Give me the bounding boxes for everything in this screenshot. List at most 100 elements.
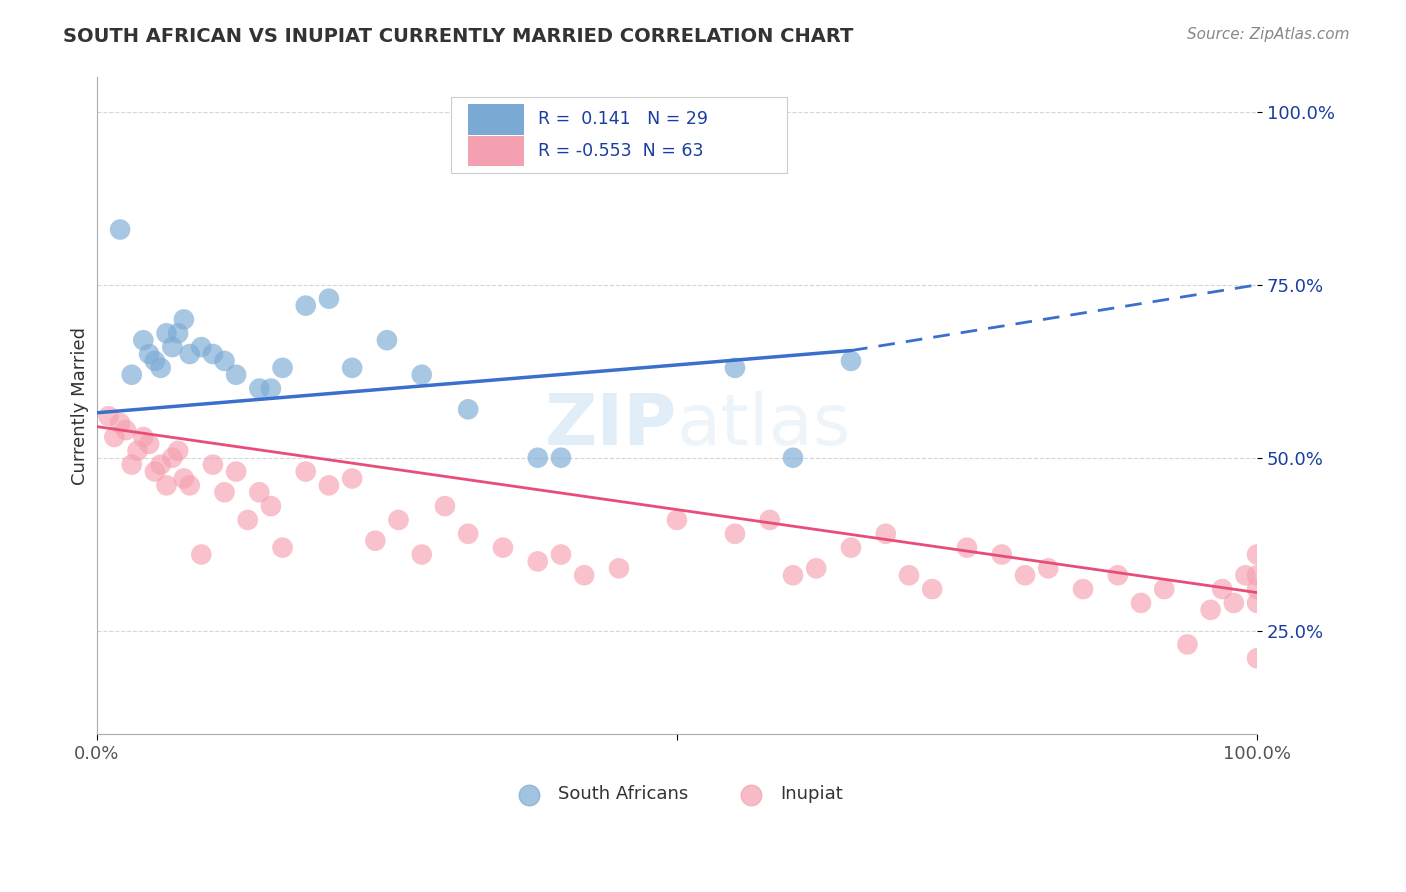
FancyBboxPatch shape: [468, 104, 524, 135]
Point: [294, 299, 316, 313]
Point: [318, 478, 340, 492]
Point: [572, 568, 595, 582]
Text: atlas: atlas: [676, 391, 852, 460]
Point: [839, 541, 862, 555]
Point: [225, 465, 247, 479]
Point: [806, 561, 828, 575]
Point: [387, 513, 409, 527]
Point: [1246, 568, 1268, 582]
Point: [108, 222, 131, 236]
Point: [839, 354, 862, 368]
Point: [103, 430, 125, 444]
Point: [340, 471, 363, 485]
Point: [201, 347, 224, 361]
Point: [149, 360, 172, 375]
Point: [149, 458, 172, 472]
Point: [1014, 568, 1036, 582]
Text: R =  0.141   N = 29: R = 0.141 N = 29: [537, 111, 707, 128]
Point: [1071, 582, 1094, 596]
Point: [294, 465, 316, 479]
Point: [108, 416, 131, 430]
Point: [375, 333, 398, 347]
Point: [1130, 596, 1153, 610]
Y-axis label: Currently Married: Currently Married: [72, 326, 89, 485]
Point: [340, 360, 363, 375]
Point: [1223, 596, 1246, 610]
Point: [201, 458, 224, 472]
Point: [550, 548, 572, 562]
Point: [1199, 603, 1222, 617]
Point: [607, 561, 630, 575]
Point: [991, 548, 1014, 562]
Point: [411, 368, 433, 382]
Point: [526, 450, 548, 465]
Point: [121, 458, 143, 472]
FancyBboxPatch shape: [451, 97, 787, 173]
Point: [457, 402, 479, 417]
Point: [433, 499, 456, 513]
Point: [782, 568, 804, 582]
Point: [173, 312, 195, 326]
Point: [921, 582, 943, 596]
Point: [260, 382, 283, 396]
Point: [1038, 561, 1060, 575]
Point: [225, 368, 247, 382]
Point: [132, 333, 155, 347]
Point: [364, 533, 387, 548]
Text: ZIP: ZIP: [544, 391, 676, 460]
Point: [214, 485, 236, 500]
Legend: South Africans, Inupiat: South Africans, Inupiat: [503, 778, 851, 811]
Point: [271, 541, 294, 555]
Point: [155, 478, 177, 492]
Point: [167, 443, 190, 458]
Point: [97, 409, 120, 424]
Point: [782, 450, 804, 465]
Point: [1234, 568, 1257, 582]
Point: [173, 471, 195, 485]
Point: [411, 548, 433, 562]
Point: [956, 541, 979, 555]
Point: [875, 526, 897, 541]
Point: [162, 450, 184, 465]
Point: [898, 568, 921, 582]
Point: [179, 478, 201, 492]
Point: [138, 437, 160, 451]
Point: [1107, 568, 1129, 582]
Point: [143, 465, 166, 479]
Point: [162, 340, 184, 354]
Point: [260, 499, 283, 513]
Point: [121, 368, 143, 382]
Point: [758, 513, 780, 527]
Point: [1177, 637, 1199, 651]
Point: [167, 326, 190, 341]
Point: [1153, 582, 1175, 596]
Point: [1246, 596, 1268, 610]
Point: [155, 326, 177, 341]
Point: [115, 423, 138, 437]
Point: [138, 347, 160, 361]
Point: [550, 450, 572, 465]
Text: R = -0.553  N = 63: R = -0.553 N = 63: [537, 142, 703, 160]
Point: [190, 340, 212, 354]
FancyBboxPatch shape: [468, 136, 524, 166]
Point: [1246, 548, 1268, 562]
Point: [526, 554, 548, 568]
Point: [143, 354, 166, 368]
Point: [724, 360, 747, 375]
Point: [457, 526, 479, 541]
Point: [247, 485, 270, 500]
Point: [214, 354, 236, 368]
Point: [127, 443, 149, 458]
Point: [1246, 651, 1268, 665]
Point: [1246, 582, 1268, 596]
Point: [318, 292, 340, 306]
Point: [236, 513, 259, 527]
Text: Source: ZipAtlas.com: Source: ZipAtlas.com: [1187, 27, 1350, 42]
Point: [724, 526, 747, 541]
Point: [492, 541, 515, 555]
Point: [271, 360, 294, 375]
Point: [190, 548, 212, 562]
Point: [132, 430, 155, 444]
Point: [1211, 582, 1233, 596]
Point: [665, 513, 688, 527]
